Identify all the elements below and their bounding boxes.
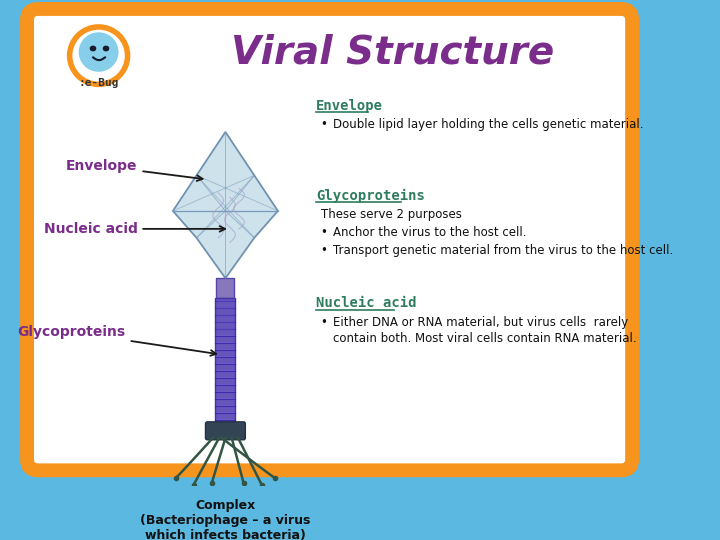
- Text: •: •: [320, 244, 328, 257]
- Text: Nucleic acid: Nucleic acid: [316, 296, 416, 310]
- Text: Glycoproteins: Glycoproteins: [316, 188, 425, 202]
- Text: :e-Bug: :e-Bug: [78, 78, 119, 87]
- FancyBboxPatch shape: [27, 9, 632, 470]
- Text: •: •: [320, 316, 328, 329]
- Text: contain both. Most viral cells contain RNA material.: contain both. Most viral cells contain R…: [333, 332, 636, 345]
- Text: Anchor the virus to the host cell.: Anchor the virus to the host cell.: [333, 226, 527, 239]
- FancyBboxPatch shape: [216, 278, 235, 298]
- Text: •: •: [320, 226, 328, 239]
- Polygon shape: [173, 132, 278, 278]
- Text: Either DNA or RNA material, but virus cells  rarely: Either DNA or RNA material, but virus ce…: [333, 316, 629, 329]
- FancyBboxPatch shape: [215, 298, 235, 424]
- Text: Transport genetic material from the virus to the host cell.: Transport genetic material from the viru…: [333, 244, 673, 257]
- Text: Envelope: Envelope: [66, 159, 202, 181]
- Text: Viral Structure: Viral Structure: [231, 33, 554, 71]
- Text: •: •: [320, 118, 328, 131]
- Text: Nucleic acid: Nucleic acid: [44, 222, 225, 236]
- Text: These serve 2 purposes: These serve 2 purposes: [320, 208, 462, 221]
- Text: Complex
(Bacteriophage – a virus
which infects bacteria): Complex (Bacteriophage – a virus which i…: [140, 499, 310, 540]
- Text: Envelope: Envelope: [316, 99, 383, 113]
- Text: Glycoproteins: Glycoproteins: [18, 325, 216, 356]
- Text: Double lipid layer holding the cells genetic material.: Double lipid layer holding the cells gen…: [333, 118, 644, 131]
- Circle shape: [78, 32, 119, 72]
- FancyBboxPatch shape: [205, 422, 246, 440]
